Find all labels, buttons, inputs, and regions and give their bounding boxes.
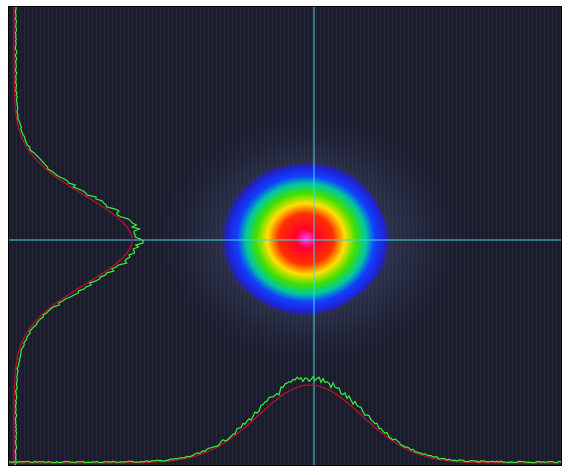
vertical-profile bbox=[14, 7, 144, 465]
horizontal-profile bbox=[9, 375, 561, 464]
profiles bbox=[9, 7, 561, 465]
vertical-profile-fit bbox=[13, 7, 133, 465]
beam-spot bbox=[220, 160, 392, 318]
